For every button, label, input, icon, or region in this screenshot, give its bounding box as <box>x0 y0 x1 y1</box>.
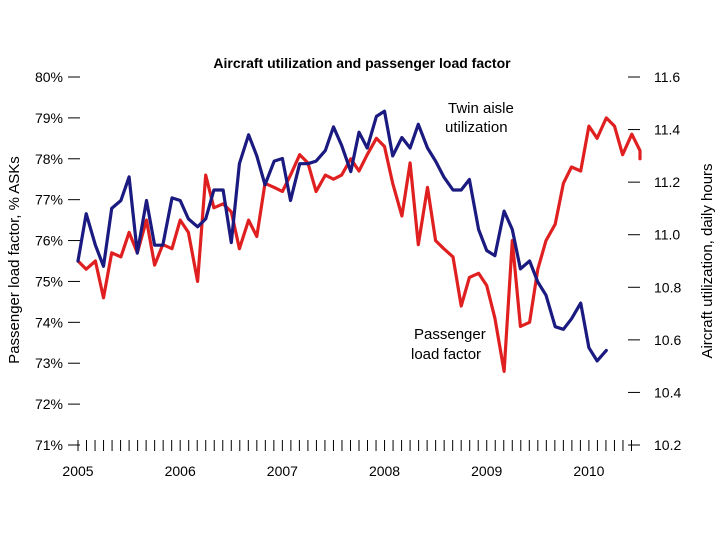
twin-aisle-annotation-line2: utilization <box>445 119 508 136</box>
x-axis: 2005 2006 2007 2008 2009 2010 <box>62 440 632 479</box>
right-tick-label: 11.4 <box>654 122 680 138</box>
right-axis: 10.2 10.4 10.6 10.8 11.0 11.2 11.4 11.6 <box>628 69 681 453</box>
left-tick-label: 77% <box>35 192 63 208</box>
twin-aisle-annotation-line1: Twin aisle <box>448 100 514 117</box>
left-axis-title: Passenger load factor, % ASKs <box>6 156 23 364</box>
right-tick-label: 10.2 <box>654 437 681 453</box>
right-axis-title: Aircraft utilization, daily hours <box>699 163 716 358</box>
right-tick-label: 10.8 <box>654 279 681 295</box>
right-tick-label: 10.4 <box>654 384 681 400</box>
left-tick-label: 80% <box>35 69 63 85</box>
left-tick-label: 78% <box>35 151 63 167</box>
load-factor-line <box>76 116 642 373</box>
x-tick-label: 2007 <box>267 463 298 479</box>
right-tick-label: 11.0 <box>654 227 680 243</box>
left-axis: 71% 72% 73% 74% 75% 76% 77% 78% 79% 80% <box>35 69 80 453</box>
x-tick-label: 2006 <box>165 463 196 479</box>
series-layer <box>76 109 642 373</box>
left-tick-label: 71% <box>35 437 63 453</box>
left-tick-label: 76% <box>35 233 63 249</box>
left-tick-label: 72% <box>35 396 63 412</box>
right-tick-label: 11.2 <box>654 174 680 190</box>
left-tick-label: 74% <box>35 314 63 330</box>
x-tick-label: 2010 <box>573 463 604 479</box>
x-tick-label: 2009 <box>471 463 502 479</box>
left-tick-label: 73% <box>35 355 63 371</box>
load-factor-annotation-line2: load factor <box>411 346 481 363</box>
right-tick-label: 10.6 <box>654 332 681 348</box>
x-tick-label: 2008 <box>369 463 400 479</box>
x-tick-label: 2005 <box>62 463 93 479</box>
left-tick-label: 75% <box>35 273 63 289</box>
right-tick-label: 11.6 <box>654 69 680 85</box>
left-tick-label: 79% <box>35 110 63 126</box>
load-factor-annotation-line1: Passenger <box>414 326 486 343</box>
twin-aisle-utilization-line <box>76 109 608 363</box>
chart-title: Aircraft utilization and passenger load … <box>213 55 511 71</box>
